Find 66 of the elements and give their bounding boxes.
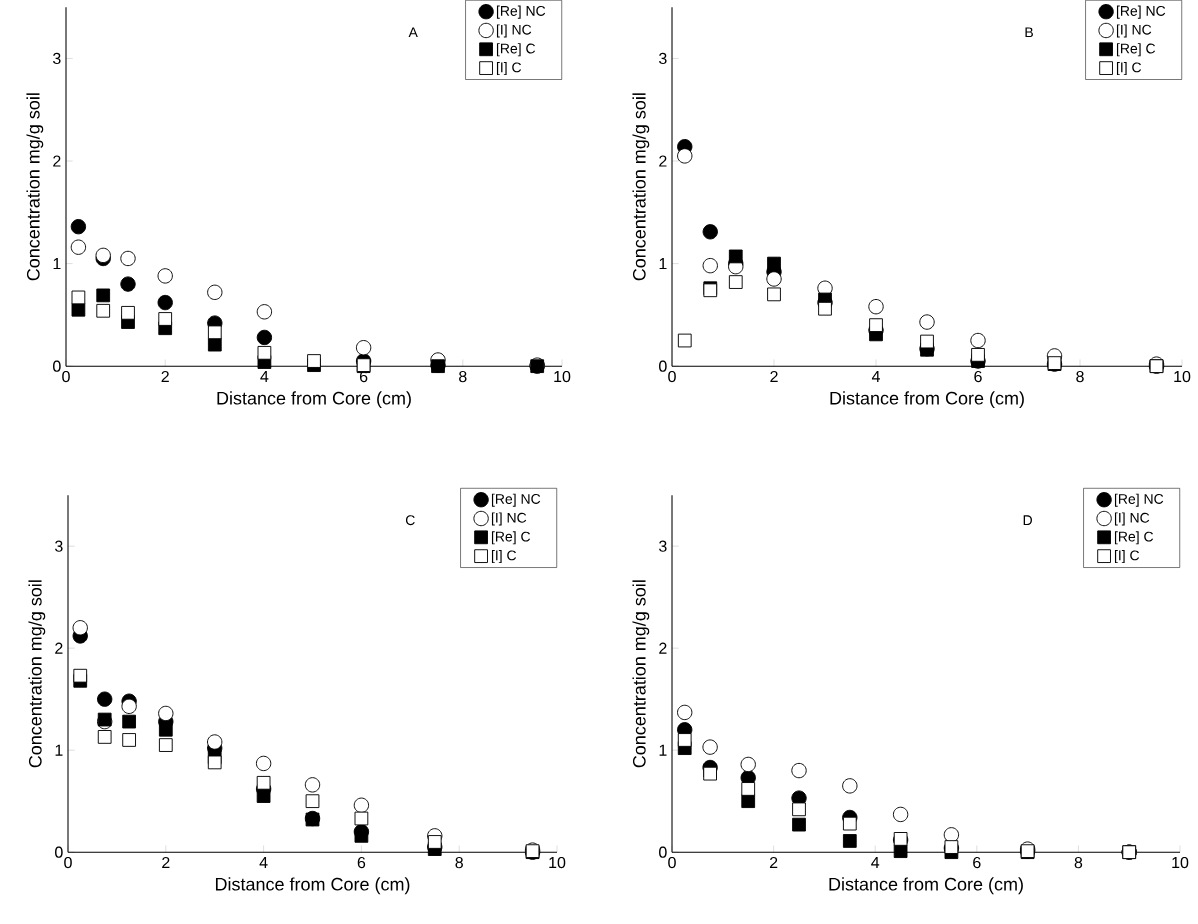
annotation: D [1023,515,1032,525]
x-tick-label: 10 [549,856,566,869]
x-tick-label: 2 [162,856,170,868]
y-tick-label: 0 [659,360,667,372]
y-tick-label: 2 [659,642,667,654]
legend-label: [Re] C [1114,531,1154,545]
y-tick-label: 0 [53,360,61,372]
x-tick-label: 2 [161,370,169,382]
x-tick-label: 6 [973,856,981,869]
x-tick-label: 8 [1074,856,1083,869]
x-tick-label: 6 [974,370,982,383]
y-axis-title: Concentration mg/g soil [26,93,44,281]
legend-label: [I] C [1116,61,1142,75]
y-axis-title: Concentration mg/g soil [28,580,46,768]
x-tick-label: 6 [357,856,366,869]
y-tick-label: 2 [659,155,667,167]
y-tick-label: 1 [659,258,667,270]
x-tick-label: 10 [1172,856,1189,869]
x-tick-label: 2 [770,370,778,382]
legend-label: [Re] NC [1116,5,1166,19]
x-axis-title: Distance from Core (cm) [217,391,411,409]
legend-label: [I] NC [491,512,527,526]
legend-label: [I] C [496,61,522,75]
y-tick-label: 3 [55,540,63,552]
legend-label: [I] NC [1116,24,1152,38]
x-tick-label: 4 [259,856,268,868]
y-tick-label: 1 [55,744,63,756]
x-tick-label: 2 [769,856,778,868]
y-tick-label: 2 [53,155,61,167]
y-tick-label: 3 [659,52,667,65]
x-tick-label: 0 [668,856,676,869]
legend-label: [Re] C [496,43,536,57]
legend-label: [I] C [491,549,517,564]
x-tick-label: 4 [871,856,880,868]
y-tick-label: 1 [53,258,61,270]
x-tick-label: 8 [1076,370,1084,383]
x-tick-label: 8 [455,856,463,869]
annotation: C [405,515,415,526]
x-tick-label: 0 [64,856,72,869]
x-tick-label: 0 [668,370,676,383]
y-tick-label: 0 [659,846,667,858]
x-tick-label: 4 [871,370,880,382]
x-tick-label: 4 [260,370,269,382]
legend-label: [Re] NC [1114,493,1164,507]
legend-label: [I] NC [1114,512,1150,526]
legend-label: [Re] NC [491,493,541,507]
y-axis-title: Concentration mg/g soil [632,580,650,768]
legend-label: [I] C [1114,549,1140,564]
y-tick-label: 2 [55,642,63,654]
y-tick-label: 0 [55,846,63,858]
y-tick-label: 3 [53,52,61,65]
x-tick-label: 10 [1174,370,1191,383]
x-tick-label: 10 [554,370,571,383]
annotation: B [1025,27,1033,38]
y-tick-label: 3 [659,540,667,552]
annotation: A [408,27,418,38]
y-tick-label: 1 [659,744,667,756]
legend-label: [Re] NC [496,5,546,19]
legend-label: [Re] C [491,531,531,545]
y-axis-title: Concentration mg/g soil [632,93,650,281]
x-tick-label: 8 [459,370,467,383]
x-axis-title: Distance from Core (cm) [215,877,410,895]
legend-label: [Re] C [1116,43,1156,57]
legend-label: [I] NC [496,24,532,38]
x-axis-title: Distance from Core (cm) [829,877,1023,895]
x-axis-title: Distance from Core (cm) [830,391,1024,409]
